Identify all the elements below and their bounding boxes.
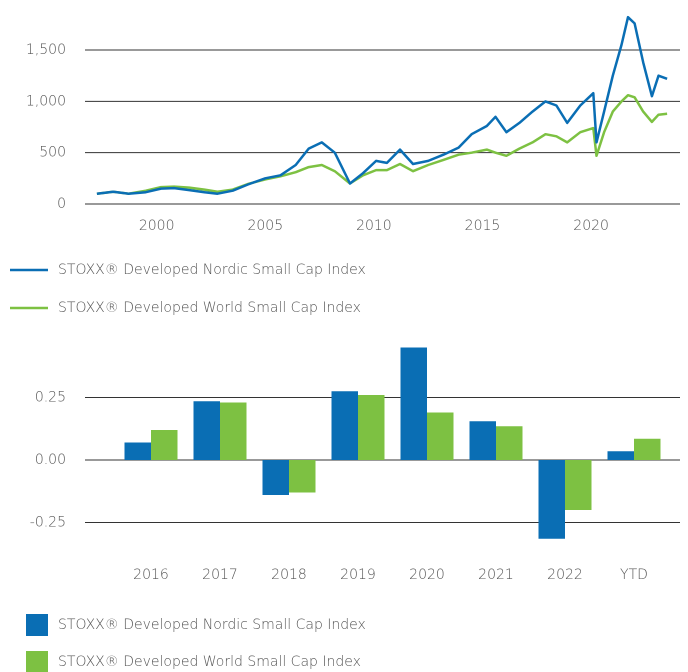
legend-label: STOXX® Developed Nordic Small Cap Index <box>58 262 366 278</box>
x-tick-label: 2010 <box>356 218 392 234</box>
y-tick-label: 1,000 <box>26 93 66 109</box>
legend-swatch <box>26 614 48 636</box>
bar <box>262 460 289 495</box>
y-tick-label: -0.25 <box>30 515 66 531</box>
bar <box>607 451 634 460</box>
x-tick-label: 2017 <box>202 567 238 583</box>
bar <box>400 347 427 460</box>
bar <box>427 412 454 460</box>
bar <box>538 460 565 539</box>
x-tick-label: 2018 <box>271 567 307 583</box>
line-series <box>96 93 668 195</box>
bar <box>151 430 178 460</box>
bar <box>193 401 220 460</box>
bar <box>331 391 358 460</box>
x-tick-label: 2015 <box>465 218 501 234</box>
y-tick-label: 500 <box>39 145 66 161</box>
bar <box>634 438 661 460</box>
bar <box>469 421 496 460</box>
bar <box>124 442 151 460</box>
bar <box>565 460 592 510</box>
legend-label: STOXX® Developed Nordic Small Cap Index <box>58 617 366 633</box>
x-tick-label: 2000 <box>139 218 175 234</box>
line-series <box>96 15 668 195</box>
bar <box>358 395 385 460</box>
y-tick-label: 1,500 <box>26 42 66 58</box>
x-tick-label: 2021 <box>478 567 514 583</box>
y-tick-label: 0 <box>57 196 66 212</box>
x-tick-label: 2020 <box>409 567 445 583</box>
y-tick-label: 0.00 <box>35 452 66 468</box>
legend-label: STOXX® Developed World Small Cap Index <box>58 300 361 316</box>
bar <box>289 460 316 493</box>
x-tick-label: 2019 <box>340 567 376 583</box>
y-tick-label: 0.25 <box>35 390 66 406</box>
bar <box>220 402 247 460</box>
x-tick-label: 2020 <box>573 218 609 234</box>
legend-label: STOXX® Developed World Small Cap Index <box>58 654 361 670</box>
x-tick-label: 2005 <box>247 218 283 234</box>
x-tick-label: YTD <box>620 567 648 583</box>
legend-swatch <box>26 651 48 672</box>
bar <box>496 426 523 460</box>
x-tick-label: 2022 <box>547 567 583 583</box>
x-tick-label: 2016 <box>133 567 169 583</box>
